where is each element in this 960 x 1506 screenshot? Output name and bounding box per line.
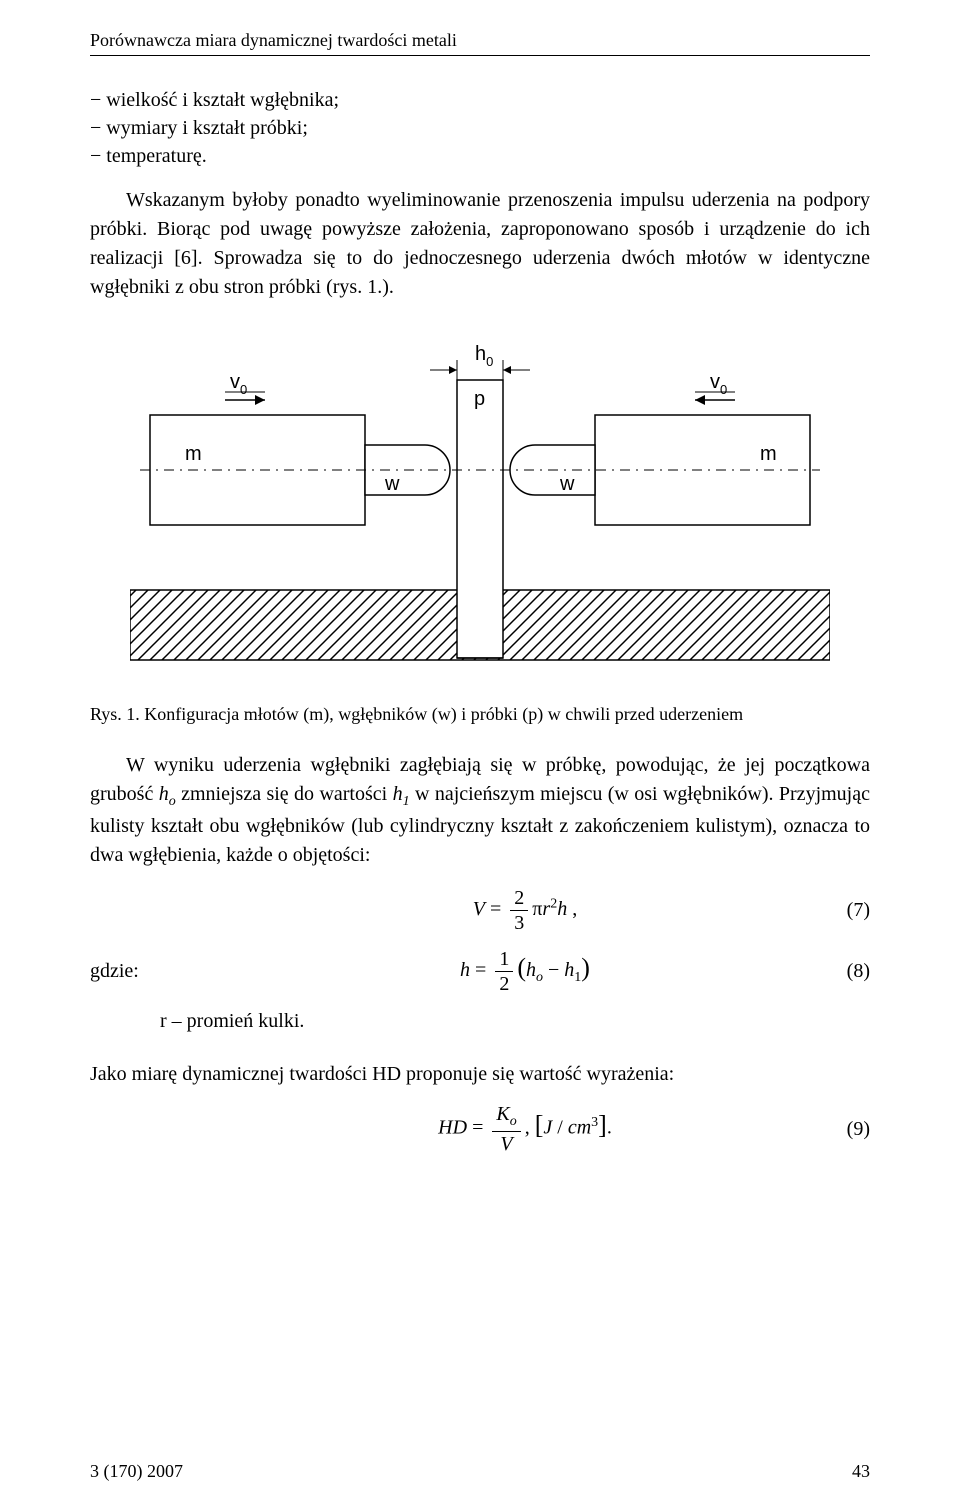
eq8-number: (8) [810,960,870,983]
eq9-number: (9) [810,1118,870,1141]
para2-mid: zmniejsza się do wartości [176,783,393,805]
figure-1-caption: Rys. 1. Konfiguracja młotów (m), wgłębni… [90,704,870,725]
figure-1-svg: h0 v0 v0 p m m w w [130,320,830,690]
figure-label-m-right: m [760,443,777,465]
eq7-number: (7) [810,899,870,922]
para2-h1: h1 [393,783,410,805]
figure-v0-right [695,392,735,405]
page-footer: 3 (170) 2007 43 [90,1461,870,1482]
running-head: Porównawcza miara dynamicznej twardości … [90,30,870,51]
header-rule [90,55,870,56]
eq8-lead: gdzie: [90,960,240,983]
bullet-item: wymiary i kształt próbki; [90,114,870,142]
figure-label-p: p [474,388,485,410]
figure-label-v0-right: v0 [710,371,727,397]
figure-label-h0: h0 [475,343,493,369]
equation-7: V = 23πr2h , (7) [90,888,870,933]
figure-label-m-left: m [185,443,202,465]
footer-right: 43 [852,1461,870,1482]
page: Porównawcza miara dynamicznej twardości … [0,0,960,1506]
equation-9: HD = KoV, [J / cm3]. (9) [90,1104,870,1154]
figure-plate [457,380,503,658]
figure-label-w-left: w [384,473,400,495]
eq9-body: HD = KoV, [J / cm3]. [240,1104,810,1154]
bullet-item: wielkość i kształt wgłębnika; [90,86,870,114]
bullet-list: wielkość i kształt wgłębnika; wymiary i … [90,86,870,170]
figure-1: h0 v0 v0 p m m w w [90,320,870,690]
paragraph-2: W wyniku uderzenia wgłębniki zagłębiają … [90,751,870,870]
footer-left: 3 (170) 2007 [90,1461,183,1482]
equation-8: gdzie: h = 12(ho − h1) (8) [90,949,870,994]
figure-label-w-right: w [559,473,575,495]
figure-label-v0-left: v0 [230,371,247,397]
aux-r-def: r – promień kulki. [160,1010,870,1033]
eq7-body: V = 23πr2h , [240,888,810,933]
paragraph-1: Wskazanym byłoby ponadto wyeliminowanie … [90,186,870,302]
eq8-body: h = 12(ho − h1) [240,949,810,994]
bullet-item: temperaturę. [90,142,870,170]
para2-ho: ho [159,783,176,805]
closing-paragraph: Jako miarę dynamicznej twardości HD prop… [90,1063,870,1086]
